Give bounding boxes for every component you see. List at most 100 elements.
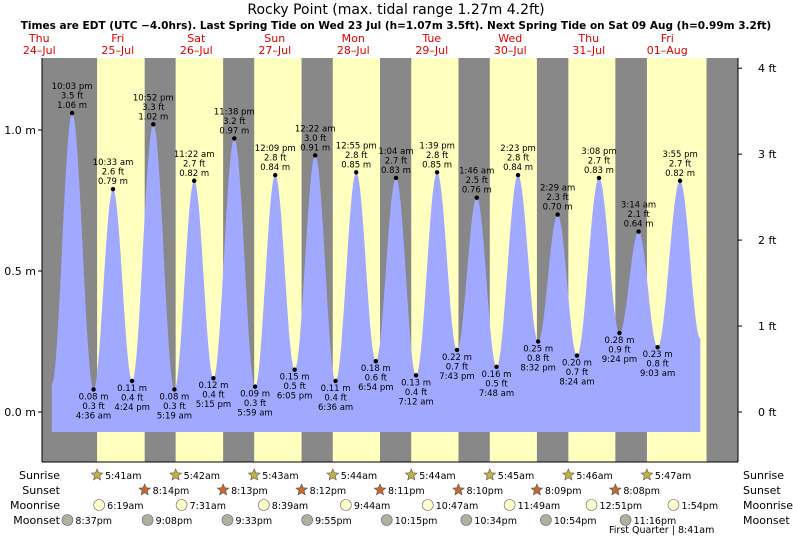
tide-label: 0.11 m — [321, 384, 351, 394]
day-date-label: 24–Jul — [23, 44, 56, 57]
tide-label: 0.3 ft — [82, 402, 105, 412]
sunset-time: 8:11pm — [388, 486, 425, 497]
tide-label: 11:38 pm — [214, 107, 255, 117]
tide-label: 0.4 ft — [405, 388, 428, 398]
sunrise-time: 5:44am — [419, 471, 455, 482]
moonrise-time: 6:19am — [107, 501, 143, 512]
day-date-label: 25–Jul — [101, 44, 134, 57]
tide-label: 0.97 m — [219, 126, 249, 136]
tide-label: 0.22 m — [442, 353, 472, 363]
day-name-label: Fri — [111, 32, 124, 45]
moon-icon — [619, 514, 632, 526]
tide-label: 3.2 ft — [223, 117, 246, 127]
tide-label: 3:14 am — [621, 201, 656, 211]
moonrise-time: 1:54pm — [681, 501, 718, 512]
moonset-time: 10:54pm — [554, 516, 597, 527]
tide-label: 0.6 ft — [365, 374, 388, 384]
tide-label: 2.6 ft — [102, 168, 125, 178]
low-tide-point — [535, 339, 541, 344]
tide-label: 6:36 am — [318, 403, 353, 413]
tide-label: 0.23 m — [643, 350, 673, 360]
tide-label: 4:24 pm — [114, 403, 149, 413]
tide-label: 9:24 pm — [602, 355, 637, 365]
y-left-tick-label: 1.0 m — [4, 124, 36, 137]
moonset-row-label-right: Moonset — [743, 514, 790, 527]
tide-label: 2.3 ft — [546, 193, 569, 203]
y-right-tick-label: 0 ft — [758, 406, 777, 419]
sunset-time: 8:08pm — [623, 486, 660, 497]
sun-star-icon — [452, 483, 465, 496]
tide-label: 1:04 am — [378, 147, 413, 157]
low-tide-point — [252, 384, 258, 389]
sunset-row-label-left: Sunset — [22, 484, 60, 497]
high-tide-point — [69, 110, 75, 116]
day-date-label: 26–Jul — [180, 44, 213, 57]
tide-label: 2.1 ft — [627, 210, 650, 220]
moonset-time: 8:37pm — [75, 516, 112, 527]
tide-label: 0.82 m — [665, 169, 695, 179]
tide-label: 6:05 pm — [277, 392, 312, 402]
sun-star-icon — [373, 483, 387, 496]
tide-label: 2:23 pm — [500, 144, 535, 154]
tide-label: 2.8 ft — [264, 154, 287, 164]
sun-star-icon — [608, 483, 622, 496]
high-tide-point — [191, 178, 197, 183]
moon-icon — [141, 514, 154, 526]
tide-label: 3.0 ft — [304, 134, 327, 144]
day-name-label: Sun — [264, 32, 285, 45]
tide-label: 0.25 m — [523, 345, 553, 355]
tide-label: 2.7 ft — [669, 159, 692, 169]
tide-label: 0.7 ft — [446, 362, 469, 372]
moon-icon — [421, 499, 434, 511]
high-tide-point — [677, 178, 683, 183]
low-tide-point — [292, 367, 297, 372]
tide-label: 0.28 m — [605, 336, 635, 346]
tide-label: 5:59 am — [237, 409, 272, 419]
tide-label: 0.08 m — [159, 392, 189, 402]
tide-label: 0.85 m — [341, 160, 371, 170]
tide-label: 0.7 ft — [566, 368, 589, 378]
low-tide-point — [494, 364, 499, 370]
tide-label: 0.83 m — [584, 166, 614, 176]
sunrise-time: 5:47am — [655, 471, 691, 482]
tide-label: 6:54 pm — [358, 383, 393, 393]
sun-star-icon — [216, 483, 230, 496]
tide-label: 0.4 ft — [324, 393, 347, 403]
sunset-time: 8:13pm — [231, 486, 268, 497]
y-left-tick-label: 0.0 m — [4, 406, 36, 419]
tide-label: 2.8 ft — [507, 154, 530, 164]
tide-label: 0.15 m — [280, 373, 310, 383]
tide-label: 0.9 ft — [608, 346, 631, 356]
tide-label: 8:24 am — [559, 378, 594, 388]
sun-star-icon — [169, 468, 183, 481]
sunrise-time: 5:46am — [576, 471, 612, 482]
moon-icon — [175, 499, 188, 511]
tide-label: 0.8 ft — [646, 360, 669, 370]
sunset-time: 8:12pm — [310, 486, 347, 497]
day-name-label: Sat — [187, 32, 206, 45]
sun-moon-rows: Sunrise Sunrise 5:41am 5:42am 5:43am 5:44am 5:… — [10, 468, 793, 527]
tide-label: 10:33 am — [93, 158, 134, 168]
sunrise-time: 5:44am — [341, 471, 377, 482]
sun-star-icon — [640, 468, 654, 481]
tide-label: 3:55 pm — [662, 150, 697, 160]
tide-label: 10:03 pm — [52, 82, 93, 92]
tide-label: 2.8 ft — [345, 151, 368, 161]
high-tide-point — [393, 175, 399, 181]
tide-label: 11:22 am — [174, 150, 215, 160]
tide-label: 1.02 m — [138, 112, 168, 122]
high-tide-point — [515, 172, 521, 178]
sun-star-icon — [404, 468, 418, 481]
low-tide-point — [129, 378, 135, 384]
sunset-time: 8:10pm — [466, 486, 503, 497]
tide-label: 5:15 pm — [196, 400, 231, 410]
moonset-time: 9:08pm — [156, 516, 193, 527]
y-right-tick-label: 3 ft — [758, 148, 777, 161]
tide-label: 1.06 m — [57, 101, 87, 111]
day-date-label: 01–Aug — [647, 44, 688, 57]
moon-icon — [221, 514, 234, 526]
y-right-tick-label: 2 ft — [758, 234, 777, 247]
moon-icon — [503, 499, 516, 511]
tide-label: 0.20 m — [562, 359, 592, 369]
moonrise-time: 7:31am — [190, 501, 226, 512]
